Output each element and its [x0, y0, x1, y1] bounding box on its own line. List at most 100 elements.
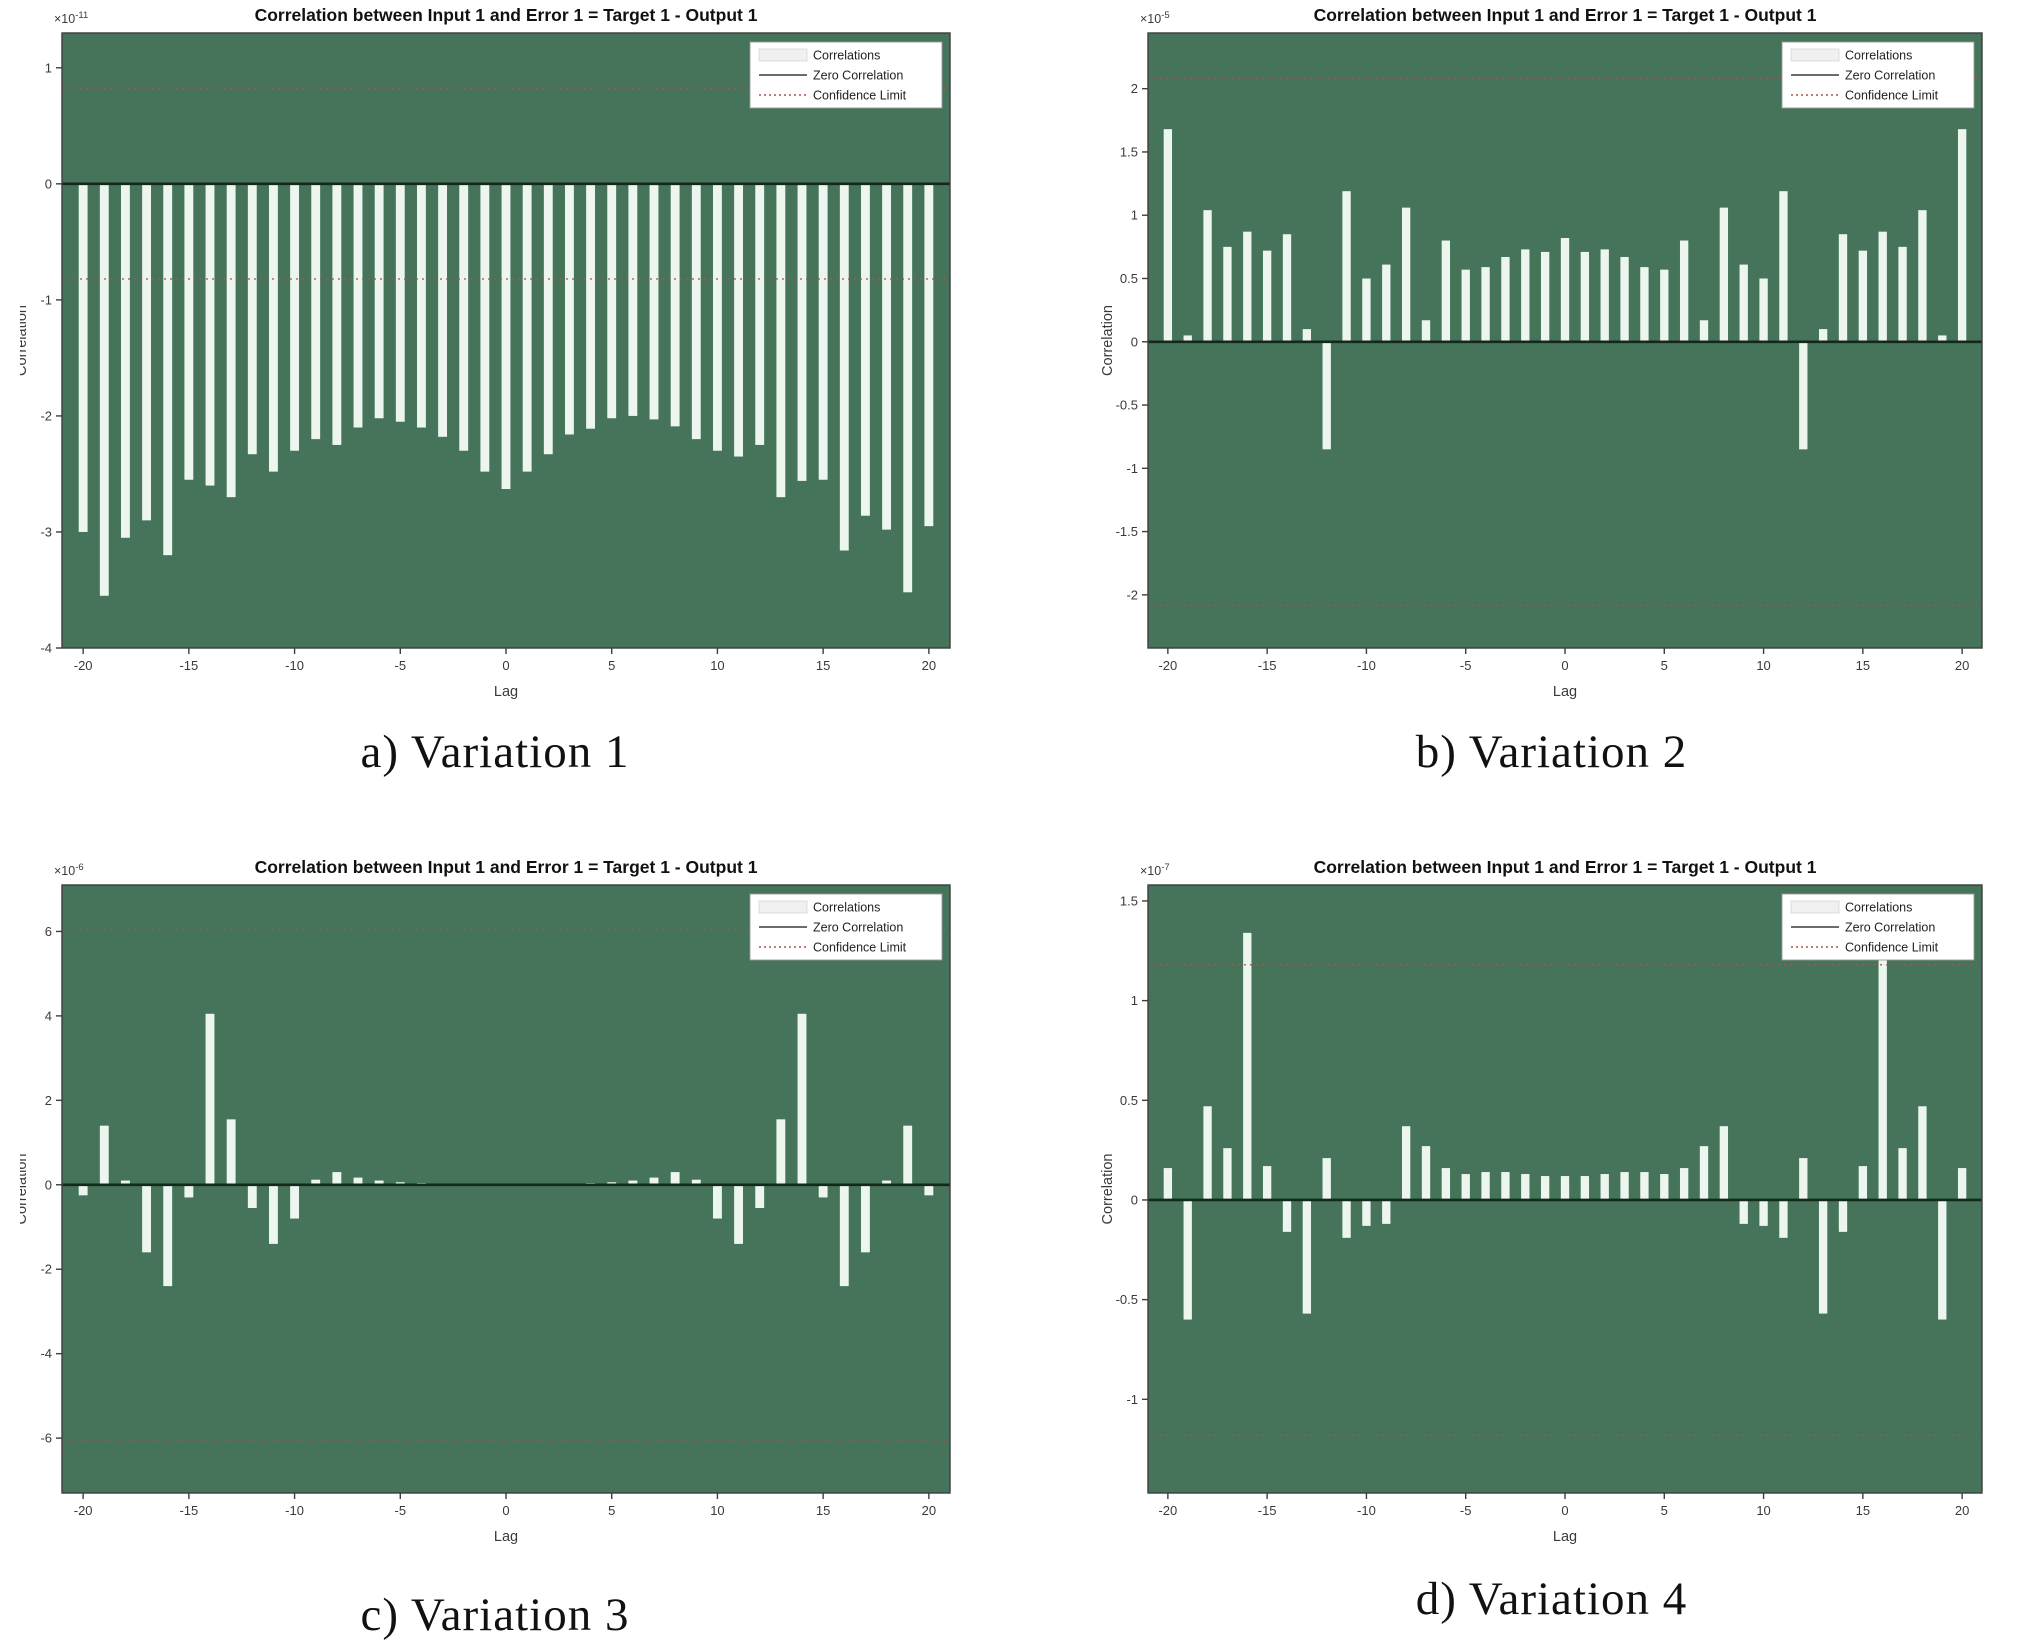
bar-lag-2	[543, 183, 553, 455]
x-axis-title: Lag	[1553, 684, 1577, 700]
chart-title: Correlation between Input 1 and Error 1 …	[1314, 5, 1817, 25]
y-axis-exponent-label: ×10-6	[54, 862, 84, 878]
bar-lag--17	[142, 183, 152, 521]
x-tick-label: 0	[502, 1503, 509, 1518]
x-tick-label: -10	[1357, 1503, 1376, 1518]
bar-lag-1	[1580, 251, 1590, 342]
x-tick-label: 20	[1955, 1503, 1969, 1518]
y-tick-label: 0	[1131, 334, 1138, 349]
legend-label: Confidence Limit	[1845, 941, 1939, 955]
bar-lag--7	[1421, 320, 1431, 342]
x-tick-label: 15	[1856, 658, 1870, 673]
x-tick-label: 5	[608, 1503, 615, 1518]
x-tick-label: -15	[179, 1503, 198, 1518]
legend-label: Correlations	[1845, 49, 1912, 63]
legend-label: Correlations	[813, 49, 880, 63]
x-tick-label: -5	[395, 658, 407, 673]
bar-lag--12	[247, 183, 257, 455]
bar-lag-8	[1719, 207, 1729, 342]
chart-variation-4: 1.5 1 0.5 0 -0.5 -1 -20 -15 -10 -5 0 5 10 15 20 Lag Corr…	[1093, 853, 2010, 1567]
x-tick-label: -5	[1460, 658, 1472, 673]
bar-lag-13	[776, 183, 786, 498]
bar-lag--18	[120, 183, 130, 538]
bar-lag-10	[1759, 1199, 1768, 1226]
bar-lag--4	[1481, 1172, 1490, 1200]
bar-lag--19	[99, 183, 109, 596]
y-axis: 1.5 1 0.5 0 -0.5 -1	[1116, 893, 1148, 1407]
bar-lag--7	[1421, 1146, 1431, 1200]
bar-lag-2	[1600, 249, 1609, 342]
bar-lag-12	[1799, 1158, 1808, 1200]
bar-lag-8	[670, 1172, 680, 1185]
bar-lag-8	[670, 183, 680, 427]
bar-lag--8	[332, 1172, 342, 1185]
bar-lag--19	[1183, 1199, 1192, 1320]
bar-lag--11	[268, 183, 278, 472]
bar-lag--6	[1441, 240, 1451, 342]
bar-lag--11	[1342, 191, 1351, 342]
y-axis-exponent-label: ×10-11	[54, 10, 88, 26]
bar-lag--9	[311, 183, 321, 440]
bar-lag--7	[353, 1177, 363, 1185]
x-tick-label: 0	[1561, 1503, 1568, 1518]
bar-lag--8	[1401, 1126, 1411, 1200]
legend: Correlations Zero Correlation Confidence L…	[1781, 893, 1975, 961]
bar-lag-17	[860, 1184, 870, 1253]
bar-lag-19	[903, 183, 913, 593]
bar-lag-6	[1679, 1168, 1689, 1200]
bar-lag-15	[818, 1184, 828, 1198]
y-tick-label: -1.5	[1116, 524, 1138, 539]
bar-lag--4	[1481, 267, 1490, 342]
bar-lag-12	[1799, 341, 1808, 450]
bar-lag--3	[1501, 1172, 1510, 1200]
y-axis: 2 1.5 1 0.5 0 -0.5 -1 -1.5 -2	[1116, 81, 1148, 602]
bar-lag-18	[1918, 210, 1927, 342]
bar-lag-14	[1838, 234, 1848, 342]
x-tick-label: 20	[922, 1503, 936, 1518]
y-tick-label: 0	[1131, 1192, 1138, 1207]
bar-lag--13	[1302, 1199, 1312, 1314]
bar-lag-11	[734, 1184, 744, 1244]
x-tick-label: 15	[816, 658, 830, 673]
bar-lag--2	[1521, 249, 1530, 342]
x-tick-label: -5	[395, 1503, 407, 1518]
bar-lag-8	[1719, 1126, 1729, 1200]
chart-variation-2: 2 1.5 1 0.5 0 -0.5 -1 -1.5 -2 -20 -15 -10 -5 0 5 10 15 20…	[1093, 2, 2010, 708]
y-tick-label: -1	[1126, 1392, 1138, 1407]
legend-label: Zero Correlation	[813, 921, 903, 935]
y-tick-label: 1.5	[1120, 893, 1138, 908]
y-tick-label: 1	[1131, 993, 1138, 1008]
bar-lag-11	[1779, 1199, 1788, 1238]
bar-lag--14	[1282, 1199, 1292, 1232]
bar-lag-1	[1580, 1176, 1590, 1200]
x-tick-label: -15	[1258, 658, 1277, 673]
x-tick-label: 5	[1661, 1503, 1668, 1518]
x-tick-label: -5	[1460, 1503, 1472, 1518]
bar-lag--1	[1540, 251, 1550, 342]
y-axis-title: Correlation	[20, 1154, 30, 1225]
bar-lag--16	[1243, 231, 1252, 342]
y-tick-label: 0	[45, 1177, 52, 1192]
x-tick-label: -15	[179, 658, 198, 673]
bar-lag--17	[1223, 246, 1232, 342]
caption-variation-1: a) Variation 1	[360, 726, 630, 778]
legend: Correlations Zero Correlation Confidence L…	[1781, 41, 1975, 109]
bar-lag-13	[776, 1119, 786, 1185]
bar-lag--12	[1322, 341, 1331, 450]
bar-lag--6	[1441, 1168, 1451, 1200]
legend-label: Confidence Limit	[813, 941, 907, 955]
bar-lag-17	[1898, 246, 1907, 342]
bar-lag-17	[860, 183, 870, 516]
y-axis-title: Correlation	[1100, 305, 1116, 376]
bar-lag-20	[1957, 1168, 1967, 1200]
y-tick-label: -4	[40, 1346, 52, 1361]
legend-label: Confidence Limit	[1845, 89, 1939, 103]
x-tick-label: -20	[1158, 1503, 1177, 1518]
bar-lag-3	[564, 183, 574, 435]
x-axis: -20 -15 -10 -5 0 5 10 15 20	[1158, 648, 1969, 673]
bar-lag-20	[924, 1184, 934, 1196]
plot-background	[62, 885, 950, 1493]
bar-lag-16	[1878, 231, 1887, 342]
bar-lag--19	[99, 1125, 109, 1185]
bar-lag-6	[628, 1180, 638, 1185]
